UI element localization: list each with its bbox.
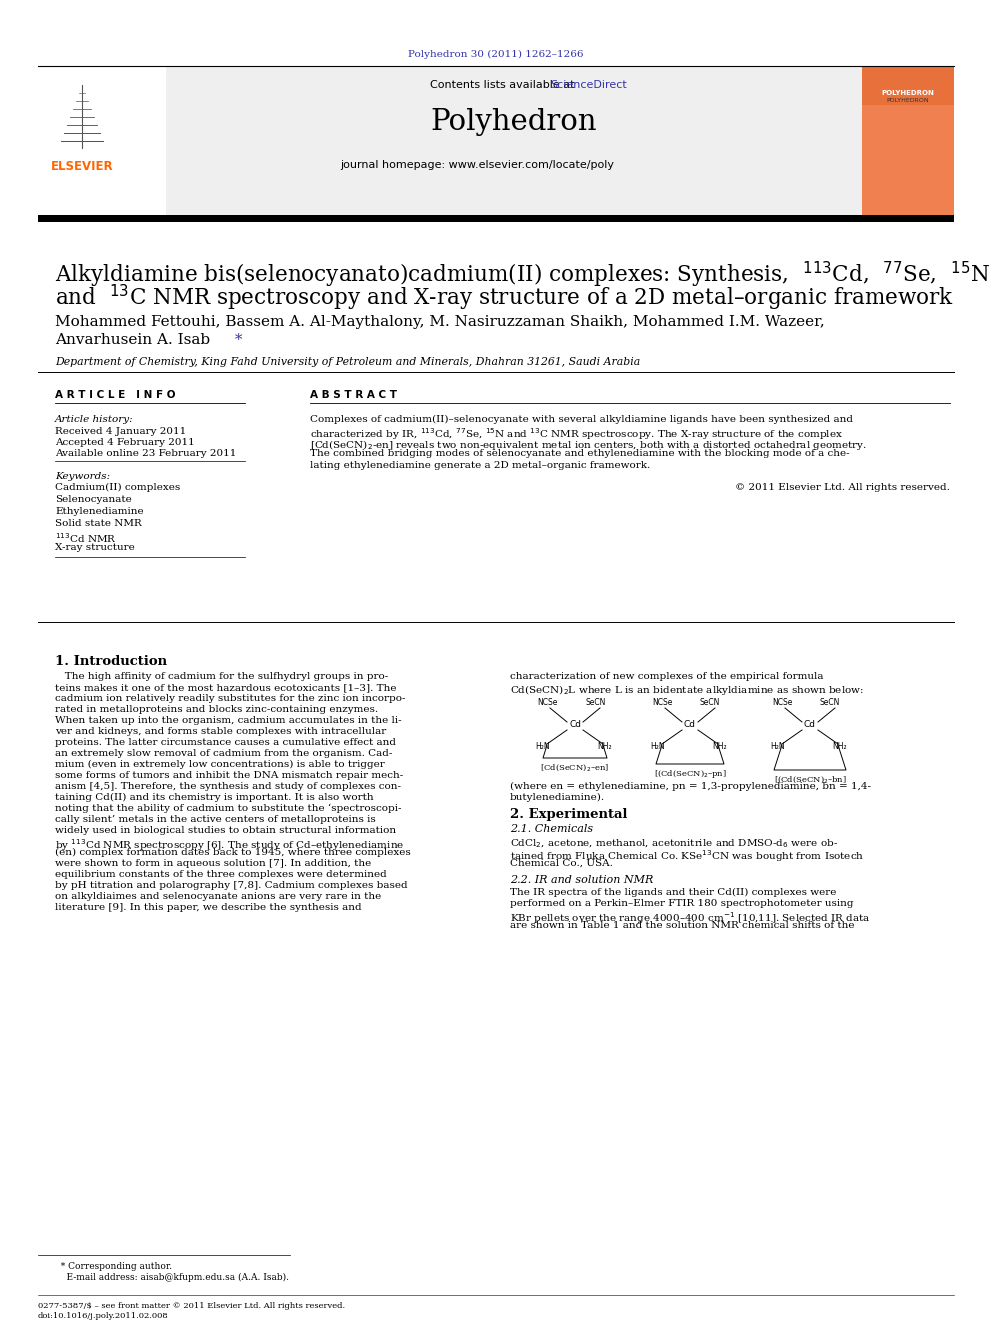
Text: anism [4,5]. Therefore, the synthesis and study of complexes con-: anism [4,5]. Therefore, the synthesis an… bbox=[55, 782, 401, 791]
Text: SeCN: SeCN bbox=[585, 699, 605, 706]
Text: Chemical Co., USA.: Chemical Co., USA. bbox=[510, 859, 613, 868]
Text: [Cd(SeCN)$_2$-en] reveals two non-equivalent metal ion centers, both with a dist: [Cd(SeCN)$_2$-en] reveals two non-equiva… bbox=[310, 438, 867, 452]
Text: NH₂: NH₂ bbox=[597, 742, 612, 751]
Text: Accepted 4 February 2011: Accepted 4 February 2011 bbox=[55, 438, 194, 447]
Text: cadmium ion relatively readily substitutes for the zinc ion incorpo-: cadmium ion relatively readily substitut… bbox=[55, 695, 406, 703]
Bar bbox=[862, 105, 954, 216]
Text: by $^{113}$Cd NMR spectroscopy [6]. The study of Cd–ethylenediamine: by $^{113}$Cd NMR spectroscopy [6]. The … bbox=[55, 837, 405, 853]
Text: The IR spectra of the ligands and their Cd(II) complexes were: The IR spectra of the ligands and their … bbox=[510, 888, 836, 897]
Text: Cd(SeCN)$_2$L where L is an bidentate alkyldiamine as shown below:: Cd(SeCN)$_2$L where L is an bidentate al… bbox=[510, 683, 864, 697]
Text: teins makes it one of the most hazardous ecotoxicants [1–3]. The: teins makes it one of the most hazardous… bbox=[55, 683, 397, 692]
Text: ScienceDirect: ScienceDirect bbox=[551, 79, 627, 90]
Text: are shown in Table 1 and the solution NMR chemical shifts of the: are shown in Table 1 and the solution NM… bbox=[510, 921, 854, 930]
Bar bbox=[862, 66, 954, 216]
Text: 2.1. Chemicals: 2.1. Chemicals bbox=[510, 824, 593, 833]
Text: journal homepage: www.elsevier.com/locate/poly: journal homepage: www.elsevier.com/locat… bbox=[340, 160, 614, 169]
Text: doi:10.1016/j.poly.2011.02.008: doi:10.1016/j.poly.2011.02.008 bbox=[38, 1312, 169, 1320]
Text: Ethylenediamine: Ethylenediamine bbox=[55, 507, 144, 516]
Text: SeCN: SeCN bbox=[700, 699, 720, 706]
Text: Polyhedron 30 (2011) 1262–1266: Polyhedron 30 (2011) 1262–1266 bbox=[409, 50, 583, 60]
Text: Mohammed Fettouhi, Bassem A. Al-Maythalony, M. Nasiruzzaman Shaikh, Mohammed I.M: Mohammed Fettouhi, Bassem A. Al-Maythalo… bbox=[55, 315, 824, 329]
Text: (en) complex formation dates back to 1945, where three complexes: (en) complex formation dates back to 194… bbox=[55, 848, 411, 857]
Text: Alkyldiamine bis(selenocyanato)cadmium(II) complexes: Synthesis,  $^{113}$Cd,  $: Alkyldiamine bis(selenocyanato)cadmium(I… bbox=[55, 261, 990, 290]
Text: Polyhedron: Polyhedron bbox=[430, 108, 596, 136]
Text: [Cd(SeCN)$_2$–en]: [Cd(SeCN)$_2$–en] bbox=[541, 762, 609, 773]
Text: Selenocyanate: Selenocyanate bbox=[55, 495, 132, 504]
Text: mium (even in extremely low concentrations) is able to trigger: mium (even in extremely low concentratio… bbox=[55, 759, 385, 769]
Text: Solid state NMR: Solid state NMR bbox=[55, 519, 142, 528]
Text: noting that the ability of cadmium to substitute the ‘spectroscopi-: noting that the ability of cadmium to su… bbox=[55, 804, 402, 814]
Text: A B S T R A C T: A B S T R A C T bbox=[310, 390, 397, 400]
Text: Received 4 January 2011: Received 4 January 2011 bbox=[55, 427, 186, 437]
Text: Department of Chemistry, King Fahd University of Petroleum and Minerals, Dhahran: Department of Chemistry, King Fahd Unive… bbox=[55, 357, 640, 366]
Text: 1. Introduction: 1. Introduction bbox=[55, 655, 167, 668]
Text: CdCl$_2$, acetone, methanol, acetonitrile and DMSO-d$_6$ were ob-: CdCl$_2$, acetone, methanol, acetonitril… bbox=[510, 837, 838, 849]
Bar bbox=[38, 216, 954, 222]
Text: literature [9]. In this paper, we describe the synthesis and: literature [9]. In this paper, we descri… bbox=[55, 904, 362, 912]
Text: POLYHEDRON: POLYHEDRON bbox=[887, 98, 930, 103]
Text: H₂N: H₂N bbox=[535, 742, 550, 751]
Text: and  $^{13}$C NMR spectroscopy and X-ray structure of a 2D metal–organic framewo: and $^{13}$C NMR spectroscopy and X-ray … bbox=[55, 283, 954, 314]
Text: (where en = ethylenediamine, pn = 1,3-propylenediamine, bn = 1,4-: (where en = ethylenediamine, pn = 1,3-pr… bbox=[510, 782, 871, 791]
Text: an extremely slow removal of cadmium from the organism. Cad-: an extremely slow removal of cadmium fro… bbox=[55, 749, 393, 758]
Text: KBr pellets over the range 4000–400 cm$^{-1}$ [10,11]. Selected IR data: KBr pellets over the range 4000–400 cm$^… bbox=[510, 910, 871, 926]
Text: performed on a Perkin–Elmer FTIR 180 spectrophotometer using: performed on a Perkin–Elmer FTIR 180 spe… bbox=[510, 900, 853, 908]
Text: proteins. The latter circumstance causes a cumulative effect and: proteins. The latter circumstance causes… bbox=[55, 738, 396, 747]
Text: ELSEVIER: ELSEVIER bbox=[51, 160, 113, 173]
Text: cally silent’ metals in the active centers of metalloproteins is: cally silent’ metals in the active cente… bbox=[55, 815, 376, 824]
Text: 2.2. IR and solution NMR: 2.2. IR and solution NMR bbox=[510, 875, 654, 885]
Text: on alkyldiaimes and selenocyanate anions are very rare in the: on alkyldiaimes and selenocyanate anions… bbox=[55, 892, 381, 901]
Text: E-mail address: aisab@kfupm.edu.sa (A.A. Isab).: E-mail address: aisab@kfupm.edu.sa (A.A.… bbox=[55, 1273, 289, 1282]
Text: rated in metalloproteins and blocks zinc-containing enzymes.: rated in metalloproteins and blocks zinc… bbox=[55, 705, 378, 714]
Text: [(Cd(SeCN)$_2$–pn]: [(Cd(SeCN)$_2$–pn] bbox=[654, 767, 726, 781]
Bar bbox=[38, 66, 166, 216]
Text: Anvarhusein A. Isab: Anvarhusein A. Isab bbox=[55, 333, 210, 347]
Text: Cadmium(II) complexes: Cadmium(II) complexes bbox=[55, 483, 181, 492]
Text: Cd: Cd bbox=[569, 720, 581, 729]
Text: lating ethylenediamine generate a 2D metal–organic framework.: lating ethylenediamine generate a 2D met… bbox=[310, 460, 650, 470]
Text: X-ray structure: X-ray structure bbox=[55, 542, 135, 552]
Text: Available online 23 February 2011: Available online 23 February 2011 bbox=[55, 448, 236, 458]
Text: [(Cd(SeCN)$_2$–bn]: [(Cd(SeCN)$_2$–bn] bbox=[774, 774, 846, 785]
Text: POLYHEDRON: POLYHEDRON bbox=[882, 90, 934, 97]
Text: Cd: Cd bbox=[684, 720, 696, 729]
Text: Contents lists available at: Contents lists available at bbox=[430, 79, 578, 90]
Text: 2. Experimental: 2. Experimental bbox=[510, 808, 628, 822]
Text: The combined bridging modes of selenocyanate and ethylenediamine with the blocki: The combined bridging modes of selenocya… bbox=[310, 450, 849, 459]
Text: Cd: Cd bbox=[804, 720, 816, 729]
Text: widely used in biological studies to obtain structural information: widely used in biological studies to obt… bbox=[55, 826, 396, 835]
Text: SeCN: SeCN bbox=[820, 699, 840, 706]
Text: When taken up into the organism, cadmium accumulates in the li-: When taken up into the organism, cadmium… bbox=[55, 716, 402, 725]
Text: 0277-5387/$ – see front matter © 2011 Elsevier Ltd. All rights reserved.: 0277-5387/$ – see front matter © 2011 El… bbox=[38, 1302, 345, 1310]
Text: ver and kidneys, and forms stable complexes with intracellular: ver and kidneys, and forms stable comple… bbox=[55, 728, 386, 736]
Text: tained from Fluka Chemical Co. KSe$^{13}$CN was bought from Isotech: tained from Fluka Chemical Co. KSe$^{13}… bbox=[510, 848, 864, 864]
Text: Article history:: Article history: bbox=[55, 415, 134, 423]
Text: H₂N: H₂N bbox=[650, 742, 665, 751]
Text: Keywords:: Keywords: bbox=[55, 472, 110, 482]
Text: *: * bbox=[230, 333, 242, 347]
Text: © 2011 Elsevier Ltd. All rights reserved.: © 2011 Elsevier Ltd. All rights reserved… bbox=[735, 483, 950, 492]
Text: NH₂: NH₂ bbox=[832, 742, 846, 751]
Text: were shown to form in aqueous solution [7]. In addition, the: were shown to form in aqueous solution [… bbox=[55, 859, 371, 868]
Text: NCSe: NCSe bbox=[772, 699, 793, 706]
Text: NCSe: NCSe bbox=[652, 699, 673, 706]
Text: NH₂: NH₂ bbox=[712, 742, 726, 751]
Bar bbox=[38, 66, 954, 216]
Text: $^{113}$Cd NMR: $^{113}$Cd NMR bbox=[55, 531, 117, 545]
Text: characterized by IR, $^{113}$Cd, $^{77}$Se, $^{15}$N and $^{13}$C NMR spectrosco: characterized by IR, $^{113}$Cd, $^{77}$… bbox=[310, 426, 843, 442]
Text: A R T I C L E   I N F O: A R T I C L E I N F O bbox=[55, 390, 176, 400]
Text: butylenediamine).: butylenediamine). bbox=[510, 792, 605, 802]
Text: The high affinity of cadmium for the sulfhydryl groups in pro-: The high affinity of cadmium for the sul… bbox=[55, 672, 388, 681]
Text: characterization of new complexes of the empirical formula: characterization of new complexes of the… bbox=[510, 672, 823, 681]
Text: NCSe: NCSe bbox=[537, 699, 558, 706]
Text: some forms of tumors and inhibit the DNA mismatch repair mech-: some forms of tumors and inhibit the DNA… bbox=[55, 771, 404, 781]
Text: by pH titration and polarography [7,8]. Cadmium complexes based: by pH titration and polarography [7,8]. … bbox=[55, 881, 408, 890]
Text: taining Cd(II) and its chemistry is important. It is also worth: taining Cd(II) and its chemistry is impo… bbox=[55, 792, 374, 802]
Text: equilibrium constants of the three complexes were determined: equilibrium constants of the three compl… bbox=[55, 871, 387, 878]
Text: * Corresponding author.: * Corresponding author. bbox=[55, 1262, 173, 1271]
Text: H₂N: H₂N bbox=[770, 742, 785, 751]
Text: Complexes of cadmium(II)–selenocyanate with several alkyldiamine ligands have be: Complexes of cadmium(II)–selenocyanate w… bbox=[310, 415, 853, 425]
